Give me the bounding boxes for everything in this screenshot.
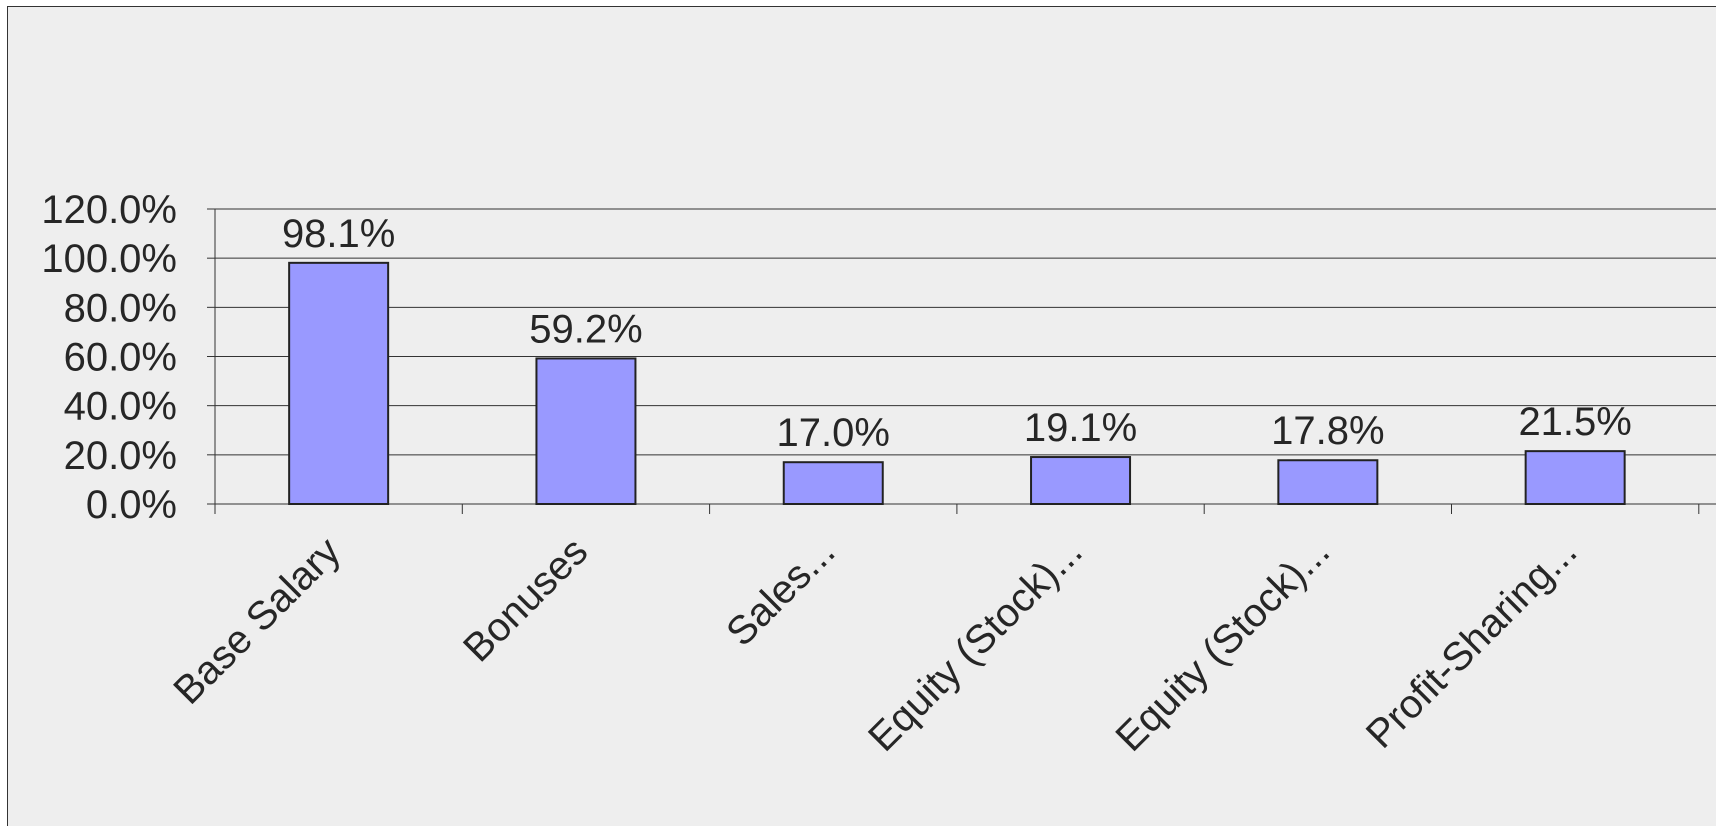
category-label: Sales... [718, 529, 843, 654]
y-tick-label: 60.0% [64, 336, 177, 380]
bar [782, 461, 884, 506]
data-label: 19.1% [1024, 406, 1137, 450]
bar [1030, 456, 1132, 506]
bar [288, 261, 390, 505]
y-tick-label: 0.0% [86, 483, 177, 527]
bar [535, 357, 637, 506]
bar [1277, 459, 1379, 506]
data-label: 21.5% [1518, 400, 1631, 444]
y-tick-label: 80.0% [64, 286, 177, 330]
y-tick-label: 100.0% [41, 237, 177, 281]
category-label: Equity (Stock)... [860, 529, 1091, 760]
data-label: 98.1% [282, 212, 395, 256]
y-tick-label: 40.0% [64, 385, 177, 429]
category-label: Base Salary [165, 529, 349, 713]
bar [1524, 450, 1626, 506]
bar-chart: 0.0% 20.0% 40.0% 60.0% 80.0% 100.0% 120.0% 98.1… [41, 188, 1716, 760]
category-label: Profit-Sharing... [1358, 529, 1586, 757]
category-label: Equity (Stock)... [1107, 529, 1338, 760]
y-tick-label: 120.0% [41, 188, 177, 232]
data-label: 17.8% [1271, 409, 1384, 453]
category-label: Bonuses [455, 529, 596, 670]
y-tick-label: 20.0% [64, 434, 177, 478]
data-label: 17.0% [777, 411, 890, 455]
data-label: 59.2% [529, 307, 642, 351]
